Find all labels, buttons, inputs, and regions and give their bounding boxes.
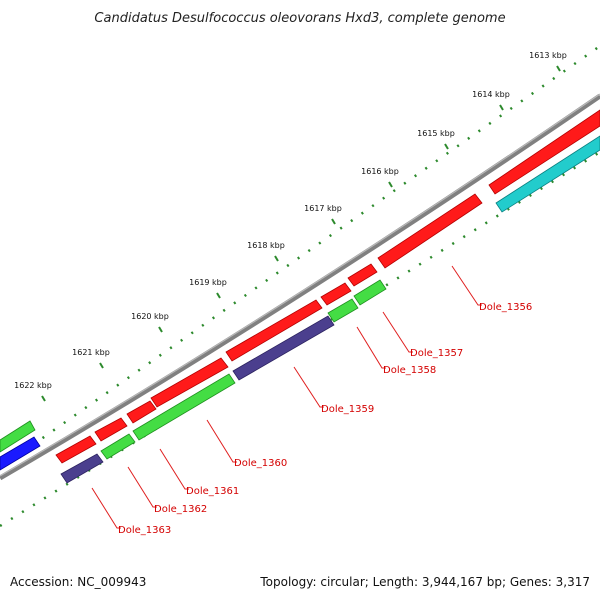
kbp-tick-label: 1618 kbp xyxy=(247,241,285,250)
kbp-ruler-dots xyxy=(0,44,600,470)
gene-leader-line xyxy=(127,466,157,508)
kbp-tick-mark xyxy=(556,65,561,72)
feature-red-f4[interactable] xyxy=(150,357,229,408)
kbp-tick-label: 1621 kbp xyxy=(72,348,110,357)
gene-label[interactable]: Dole_1359 xyxy=(321,404,374,415)
gene-label[interactable]: Dole_1362 xyxy=(154,504,207,515)
kbp-tick-label: 1614 kbp xyxy=(472,90,510,99)
feature-red-f3[interactable] xyxy=(126,400,157,424)
genome-backbone xyxy=(0,93,600,481)
feature-red-f9[interactable] xyxy=(488,109,600,195)
kbp-tick-mark xyxy=(331,218,336,225)
gene-label[interactable]: Dole_1358 xyxy=(383,365,436,376)
accession-label: Accession: NC_009943 xyxy=(10,575,146,589)
genome-summary-label: Topology: circular; Length: 3,944,167 bp… xyxy=(259,575,590,589)
gene-leader-line xyxy=(451,265,482,306)
kbp-tick-mark xyxy=(499,104,504,111)
feature-purple-r4[interactable] xyxy=(232,315,335,381)
kbp-tick-mark xyxy=(274,255,279,262)
gene-leader-line xyxy=(382,311,413,353)
feature-red-f2[interactable] xyxy=(94,417,128,442)
gene-label[interactable]: Dole_1356 xyxy=(479,302,532,313)
map-title: Candidatus Desulfococcus oleovorans Hxd3… xyxy=(94,11,505,26)
kbp-tick-mark xyxy=(388,181,393,188)
gene-label-group: Dole_1356 Dole_1357 Dole_1358 Dole_1359 Dole… xyxy=(91,265,532,536)
feature-green-r6[interactable] xyxy=(353,279,387,306)
gene-label[interactable]: Dole_1361 xyxy=(186,486,239,497)
feature-track-forward xyxy=(0,109,600,471)
kbp-tick-label: 1620 kbp xyxy=(131,312,169,321)
kbp-tick-mark xyxy=(41,395,46,402)
feature-green-r5[interactable] xyxy=(327,298,359,323)
gene-label[interactable]: Dole_1363 xyxy=(118,525,171,536)
gene-leader-line xyxy=(356,326,386,369)
feature-green-f0[interactable] xyxy=(0,420,36,453)
feature-blue-f0[interactable] xyxy=(0,436,41,471)
gene-leader-line xyxy=(91,487,121,529)
feature-green-r2[interactable] xyxy=(100,433,136,460)
feature-green-r3[interactable] xyxy=(132,373,236,441)
kbp-tick-label: 1622 kbp xyxy=(14,381,52,390)
kbp-tick-group: 1613 kbp 1614 kbp 1615 kbp 1616 kbp 1617 kbp… xyxy=(14,51,567,402)
kbp-tick-mark xyxy=(216,292,221,299)
gene-leader-line xyxy=(293,366,324,408)
gene-leader-line xyxy=(206,419,237,463)
kbp-tick-mark xyxy=(444,143,449,150)
gene-leader-line xyxy=(159,448,189,490)
gene-label[interactable]: Dole_1357 xyxy=(410,348,463,359)
kbp-tick-label: 1615 kbp xyxy=(417,129,455,138)
kbp-tick-label: 1617 kbp xyxy=(304,204,342,213)
feature-red-f8[interactable] xyxy=(377,193,483,269)
feature-cyan-r7[interactable] xyxy=(495,135,600,213)
genome-backbone-shine xyxy=(0,93,600,477)
feature-red-f6[interactable] xyxy=(320,282,352,306)
feature-red-f5[interactable] xyxy=(225,299,323,362)
feature-red-f1[interactable] xyxy=(55,435,97,464)
feature-track-reverse xyxy=(60,135,600,484)
kbp-tick-mark xyxy=(99,362,104,369)
feature-purple-r1[interactable] xyxy=(60,453,104,484)
kbp-tick-label: 1619 kbp xyxy=(189,278,227,287)
kbp-tick-label: 1613 kbp xyxy=(529,51,567,60)
gene-label[interactable]: Dole_1360 xyxy=(234,458,287,469)
feature-red-f7[interactable] xyxy=(347,263,378,287)
kbp-tick-mark xyxy=(158,326,163,333)
kbp-tick-label: 1616 kbp xyxy=(361,167,399,176)
